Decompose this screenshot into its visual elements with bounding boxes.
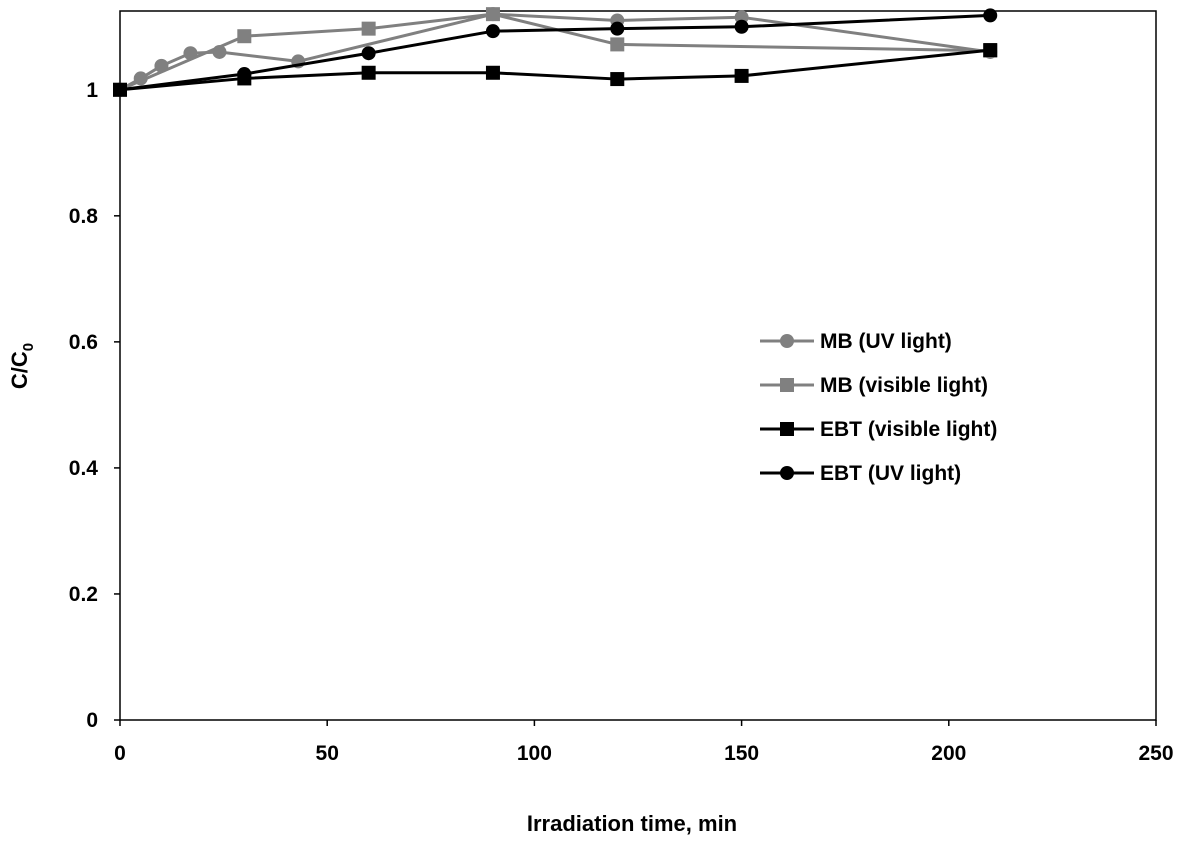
y-axis-title: C/C0 — [7, 343, 37, 389]
data-point-circle — [237, 67, 252, 82]
y-axis-title-main: C/C — [7, 351, 32, 389]
data-point-square — [485, 65, 500, 80]
legend-marker-circle — [780, 466, 794, 480]
data-point-square — [361, 21, 376, 36]
y-tick-label: 0 — [86, 709, 98, 732]
legend-item: MB (visible light) — [760, 374, 988, 397]
legend-item: MB (UV light) — [760, 330, 952, 353]
x-tick-label: 50 — [316, 742, 339, 765]
plot-area — [119, 10, 1157, 721]
legend-marker-square — [780, 422, 794, 436]
data-point-square — [734, 68, 749, 83]
series-layer — [113, 7, 998, 97]
legend-item: EBT (visible light) — [760, 418, 997, 441]
legend-label: EBT (visible light) — [820, 418, 997, 441]
data-point-square — [361, 65, 376, 80]
data-point-circle — [610, 21, 625, 36]
x-axis: 0 50 100 150 200 250 — [114, 720, 1174, 765]
legend-label: MB (UV light) — [820, 330, 952, 353]
x-tick-label: 0 — [114, 742, 126, 765]
y-axis-title-subscript: 0 — [20, 343, 37, 351]
legend-label: MB (visible light) — [820, 374, 988, 397]
legend-label: EBT (UV light) — [820, 462, 961, 485]
y-tick-label: 0.4 — [69, 457, 99, 480]
x-tick-label: 250 — [1138, 742, 1173, 765]
legend: MB (UV light) MB (visible light) EBT (visi… — [760, 330, 997, 485]
x-tick-label: 150 — [724, 742, 759, 765]
y-tick-label: 0.8 — [69, 205, 99, 228]
series-4 — [113, 8, 998, 97]
x-tick-label: 100 — [517, 742, 552, 765]
data-point-circle — [734, 19, 749, 34]
data-point-circle — [113, 82, 127, 97]
x-axis-title: Irradiation time, min — [527, 811, 737, 836]
y-axis: 0 0.2 0.4 0.6 0.8 1 — [69, 79, 120, 732]
data-point-square — [610, 37, 625, 52]
series-line — [119, 12, 991, 92]
data-point-square — [610, 72, 625, 87]
y-tick-label: 0.6 — [69, 331, 98, 354]
legend-marker-square — [780, 378, 794, 392]
y-tick-label: 0.2 — [69, 583, 98, 606]
series-line — [119, 12, 991, 92]
x-tick-label: 200 — [931, 742, 966, 765]
data-point-circle — [983, 8, 998, 23]
y-tick-label: 1 — [86, 79, 98, 102]
legend-item: EBT (UV light) — [760, 462, 961, 485]
legend-marker-circle — [780, 334, 794, 348]
data-point-circle — [361, 46, 376, 61]
data-point-square — [485, 7, 500, 22]
data-point-circle — [485, 24, 500, 39]
data-point-square — [237, 29, 252, 44]
data-point-square — [983, 43, 998, 58]
